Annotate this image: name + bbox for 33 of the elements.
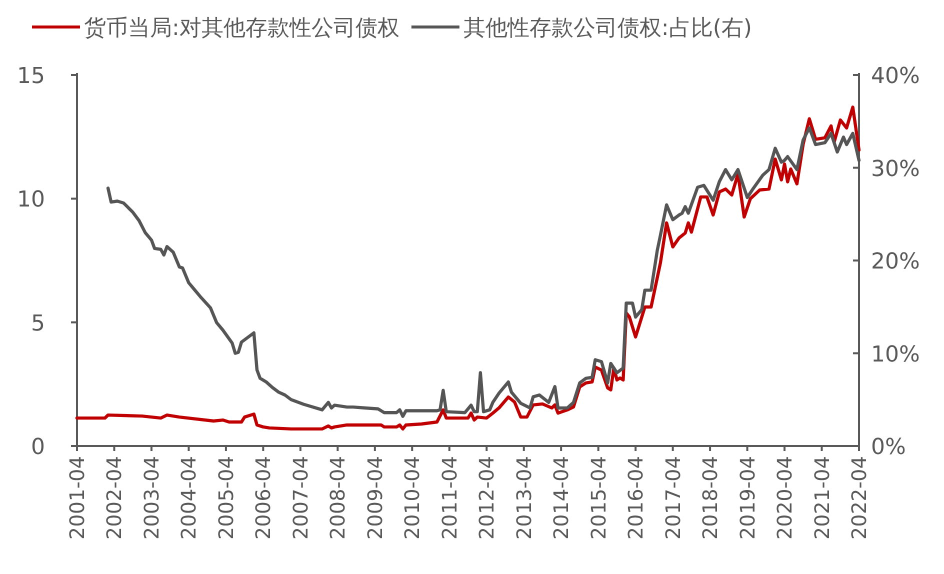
xtick-label: 2007-04 [288, 456, 312, 540]
legend-label: 货币当局:对其他存款性公司债权 [84, 16, 400, 41]
xtick-label: 2015-04 [586, 456, 610, 540]
xtick-label: 2013-04 [512, 456, 536, 540]
y2tick-label: 10% [871, 342, 920, 368]
y2tick-label: 20% [871, 250, 920, 274]
y2tick-label: 30% [871, 156, 920, 182]
xtick-label: 2021-04 [810, 456, 834, 540]
y2tick-label: 0% [871, 435, 906, 460]
xtick-label: 2004-04 [176, 456, 201, 540]
xtick-label: 2016-04 [624, 456, 648, 540]
xtick-label: 2008-04 [326, 456, 350, 540]
xtick-label: 2006-04 [251, 456, 276, 540]
xtick-label: 2020-04 [772, 456, 797, 540]
xtick-label: 2009-04 [362, 456, 387, 540]
xtick-label: 2018-04 [698, 456, 722, 540]
xtick-label: 2002-04 [102, 456, 126, 540]
ytick-label: 15 [17, 64, 45, 89]
xtick-label: 2010-04 [400, 456, 424, 540]
xtick-label: 2022-04 [847, 456, 871, 540]
xtick-label: 2001-04 [65, 456, 89, 540]
legend-label: 其他性存款公司债权:占比(右) [463, 16, 752, 41]
ytick-label: 10 [17, 188, 45, 213]
xtick-label: 2012-04 [474, 456, 499, 540]
ytick-label: 0 [31, 435, 45, 460]
ytick-label: 5 [31, 311, 45, 336]
xtick-label: 2019-04 [735, 456, 760, 540]
xtick-label: 2014-04 [549, 456, 574, 540]
xtick-label: 2005-04 [214, 456, 238, 540]
y2tick-label: 40% [871, 64, 920, 89]
xtick-label: 2011-04 [437, 456, 462, 540]
xtick-label: 2017-04 [660, 456, 685, 540]
xtick-label: 2003-04 [139, 456, 164, 540]
